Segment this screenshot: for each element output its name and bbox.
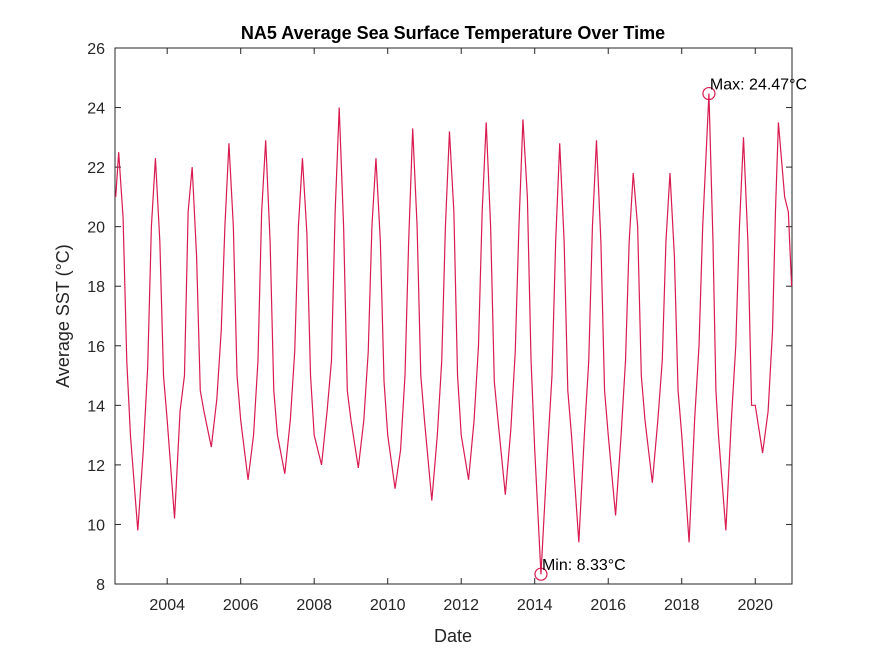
y-tick-label: 26 [87, 41, 105, 58]
x-tick-label: 2004 [149, 597, 185, 614]
annotation-marker [702, 86, 716, 101]
y-tick-label: 12 [87, 458, 105, 475]
y-tick-label: 20 [87, 220, 105, 237]
y-tick-label: 8 [96, 577, 105, 594]
y-tick-label: 24 [87, 101, 105, 118]
y-tick-label: 14 [87, 398, 105, 415]
x-tick-label: 2012 [443, 597, 479, 614]
chart-title: NA5 Average Sea Surface Temperature Over… [241, 23, 665, 43]
y-tick-label: 18 [87, 279, 105, 296]
y-tick-label: 16 [87, 339, 105, 356]
annotation-marker [534, 567, 548, 581]
annotation-label: Max: 24.47°C [710, 77, 807, 94]
x-tick-label: 2010 [370, 597, 406, 614]
annotation-label: Min: 8.33°C [542, 557, 626, 574]
y-tick-label: 22 [87, 160, 105, 177]
x-axis-label: Date [434, 626, 472, 646]
x-tick-label: 2016 [590, 597, 626, 614]
x-tick-label: 2006 [223, 597, 259, 614]
x-tick-label: 2008 [296, 597, 332, 614]
y-axis-label: Average SST (°C) [53, 244, 73, 388]
data-line [115, 93, 793, 575]
plot-area [114, 47, 793, 585]
x-tick-label: 2020 [737, 597, 773, 614]
x-tick-label: 2014 [517, 597, 553, 614]
x-tick-label: 2018 [664, 597, 700, 614]
y-tick-label: 10 [87, 517, 105, 534]
